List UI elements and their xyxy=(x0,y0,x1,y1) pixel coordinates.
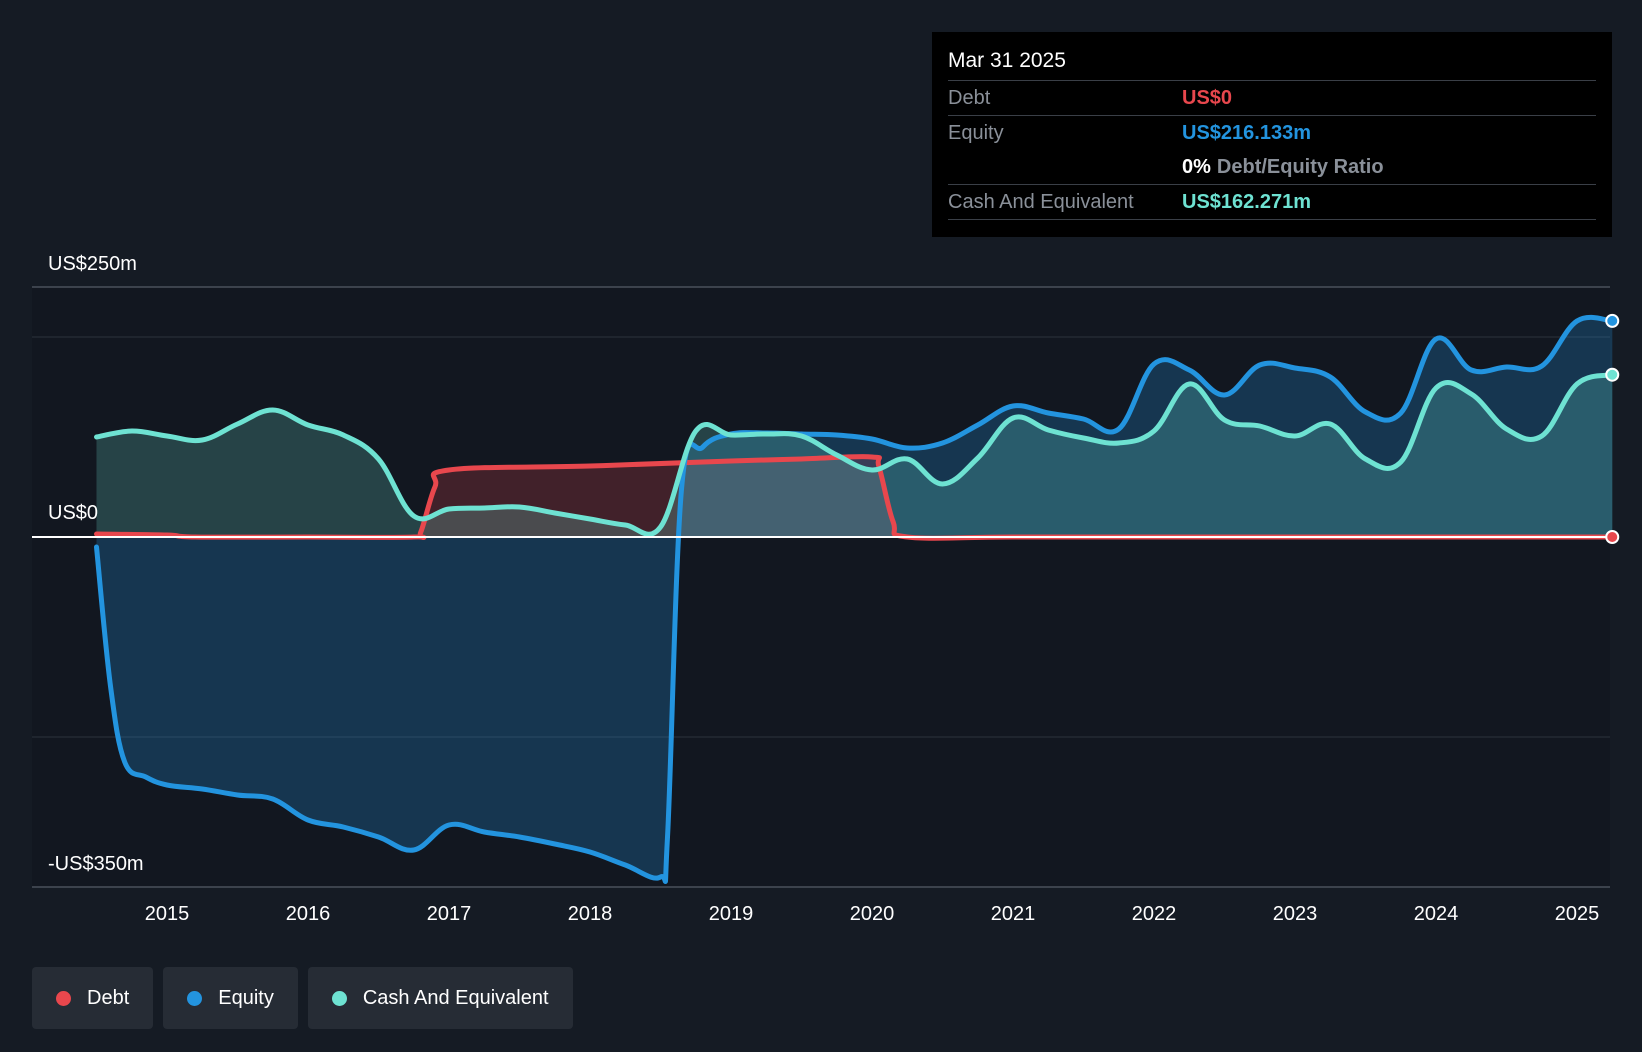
debt-end-marker xyxy=(1605,530,1620,544)
x-tick-label: 2022 xyxy=(1132,903,1177,925)
y-label-zero: US$0 xyxy=(48,502,98,524)
x-tick-label: 2019 xyxy=(709,903,754,925)
y-label-bottom: -US$350m xyxy=(48,853,144,875)
x-tick-label: 2020 xyxy=(850,903,895,925)
tooltip-debt-label: Debt xyxy=(948,86,991,109)
data-tooltip: Mar 31 2025 Debt US$0 Equity US$216.133m… xyxy=(932,32,1612,237)
tooltip-cash-label: Cash And Equivalent xyxy=(948,190,1134,213)
legend-item-debt[interactable]: Debt xyxy=(32,967,154,1029)
legend-item-cash[interactable]: Cash And Equivalent xyxy=(307,967,573,1029)
tooltip-cash-value: US$162.271m xyxy=(1182,190,1311,213)
x-tick-label: 2025 xyxy=(1555,903,1600,925)
x-tick-label: 2017 xyxy=(427,903,472,925)
debt-area xyxy=(96,456,1613,539)
x-tick-label: 2015 xyxy=(145,903,190,925)
tooltip-ratio-text: Debt/Equity Ratio xyxy=(1216,155,1384,178)
tooltip-ratio-percent: 0% xyxy=(1182,155,1211,178)
equity-end-marker xyxy=(1605,313,1620,328)
series-areas xyxy=(96,317,1613,882)
tooltip-debt-value: US$0 xyxy=(1182,86,1233,109)
y-label-top: US$250m xyxy=(48,253,137,275)
tooltip-debt-row: Debt US$0 xyxy=(948,80,1596,115)
cash-and-equivalent-line xyxy=(94,372,1615,537)
x-tick-label: 2023 xyxy=(1273,903,1318,925)
tooltip-ratio-row: 0% Debt/Equity Ratio xyxy=(948,150,1596,184)
tooltip-cash-row: Cash And Equivalent US$162.271m xyxy=(948,184,1596,220)
cash-and-equivalent-end-marker xyxy=(1605,367,1620,382)
debt-dot-icon xyxy=(56,990,71,1006)
legend-debt-label: Debt xyxy=(87,986,130,1009)
x-tick-label: 2018 xyxy=(568,903,613,925)
cash-and-equivalent-area xyxy=(96,374,1613,537)
legend-equity-label: Equity xyxy=(218,986,274,1009)
legend-cash-label: Cash And Equivalent xyxy=(362,986,549,1009)
legend-item-equity[interactable]: Equity xyxy=(163,967,298,1029)
x-tick-label: 2016 xyxy=(286,903,331,925)
tooltip-equity-value: US$216.133m xyxy=(1182,121,1311,144)
chart-legend: Debt Equity Cash And Equivalent xyxy=(32,967,573,1029)
tooltip-equity-label: Equity xyxy=(948,121,1004,144)
tooltip-date: Mar 31 2025 xyxy=(948,49,1066,72)
cash-dot-icon xyxy=(331,990,347,1006)
x-tick-label: 2024 xyxy=(1414,903,1459,925)
equity-dot-icon xyxy=(187,990,203,1006)
end-markers xyxy=(1605,313,1620,544)
history-shade xyxy=(32,287,1610,887)
equity-area xyxy=(96,317,1613,882)
x-tick-label: 2021 xyxy=(991,903,1036,925)
tooltip-equity-row: Equity US$216.133m xyxy=(948,115,1596,150)
x-axis-ticks: 2015 2016 2017 2018 2019 2020 2021 2022 2023 2024… xyxy=(145,903,1600,925)
